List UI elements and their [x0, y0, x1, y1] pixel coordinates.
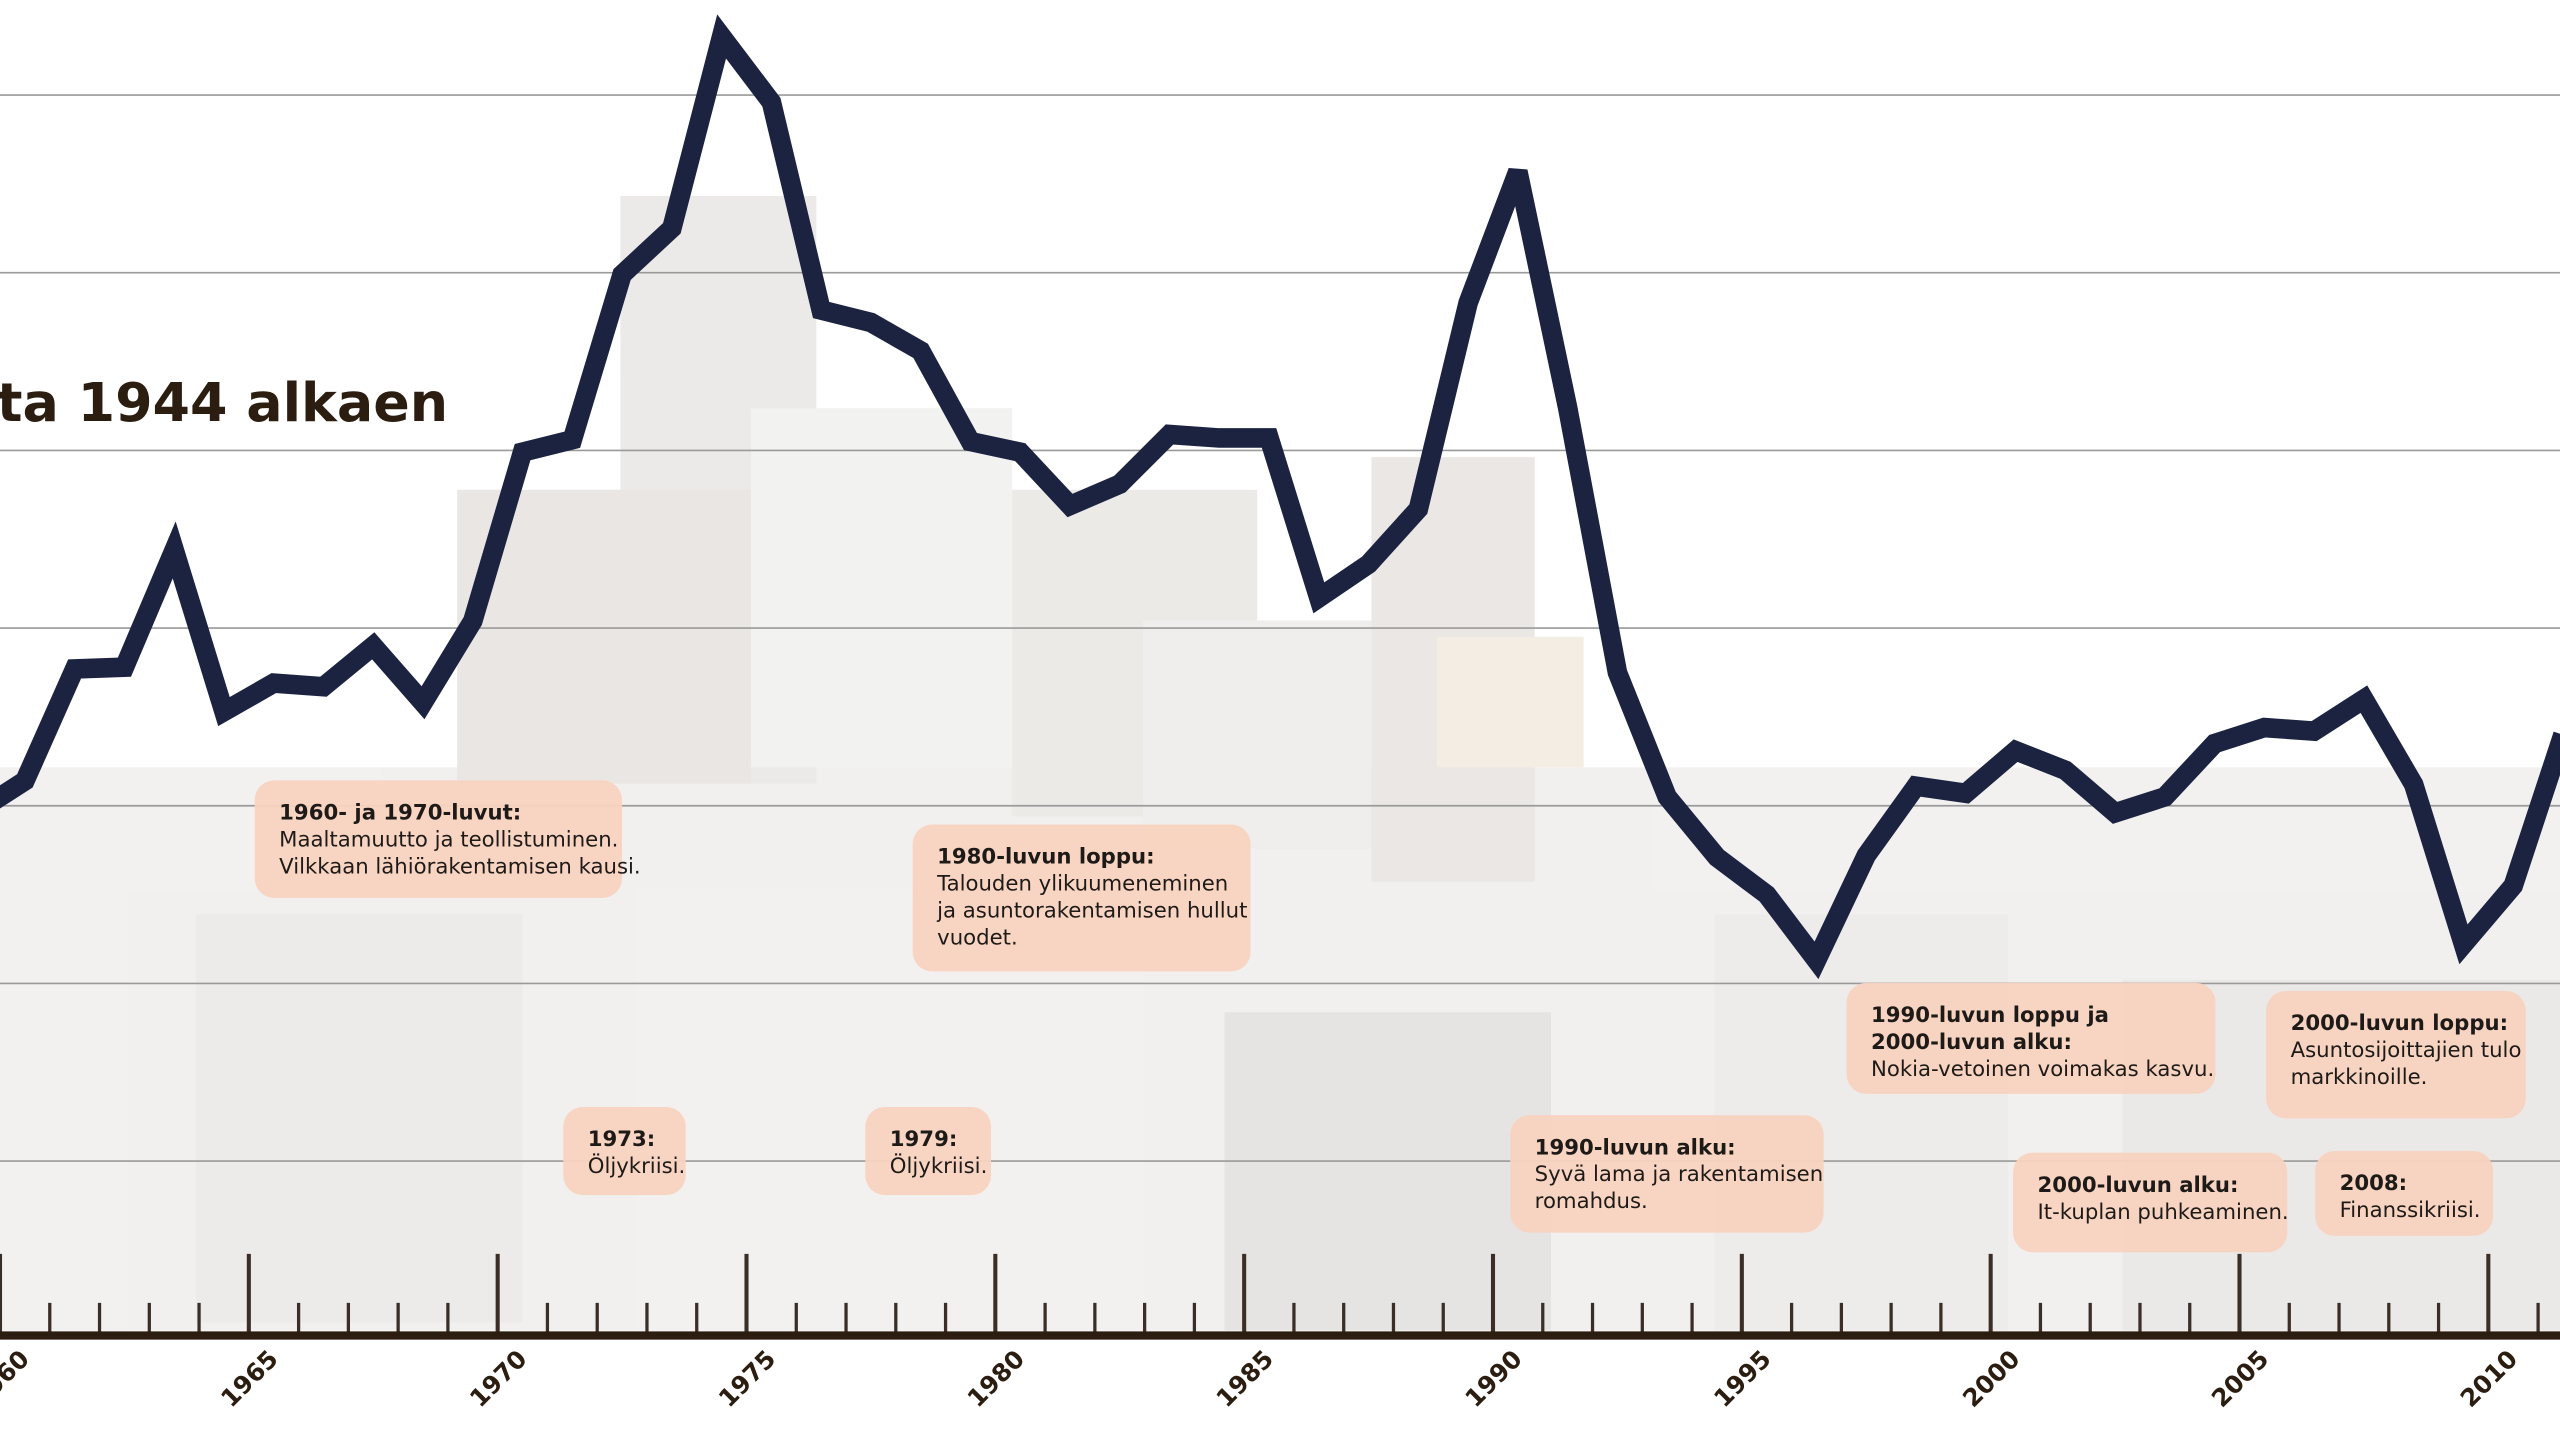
- annotation-box: [2315, 1151, 2494, 1236]
- background-building: [1142, 620, 1372, 849]
- annotation-box: [563, 1106, 686, 1196]
- annotation-box: [912, 824, 1251, 972]
- x-tick-label: 1995: [1708, 1344, 1777, 1413]
- annotation-box: [2266, 991, 2526, 1119]
- annotation: 1980-luvun loppu:Talouden ylikuumenemine…: [912, 824, 1251, 972]
- background-building: [195, 914, 523, 1323]
- annotation-text: vuodet.: [937, 925, 1018, 950]
- background-building: [1224, 1012, 1552, 1331]
- x-tick-label: 1975: [713, 1344, 782, 1413]
- annotation-box: [2013, 1152, 2288, 1253]
- background-building: [1436, 636, 1584, 768]
- annotation-text: Asuntosijoittajien tulo: [2291, 1038, 2522, 1063]
- annotation-title: 2000-luvun alku:: [2038, 1173, 2239, 1198]
- annotation: 2000-luvun alku:It-kuplan puhkeaminen.: [2013, 1152, 2289, 1253]
- x-tick-label: 1985: [1210, 1344, 1279, 1413]
- annotation-box: [1846, 982, 2216, 1094]
- annotation-title: 1980-luvun loppu:: [937, 845, 1154, 870]
- annotations: 1960- ja 1970-luvut:Maaltamuutto ja teol…: [254, 780, 2526, 1253]
- annotation-text: Nokia-vetoinen voimakas kasvu.: [1871, 1057, 2214, 1082]
- annotation-text: ja asuntorakentamisen hullut: [936, 899, 1247, 924]
- annotation: 1990-luvun alku:Syvä lama ja rakentamise…: [1510, 1115, 1824, 1233]
- x-tick-label: 1980: [962, 1344, 1031, 1413]
- x-tick-label: 1960: [0, 1344, 35, 1413]
- annotation-title: 2008:: [2340, 1171, 2408, 1196]
- annotation-text: Maaltamuutto ja teollistuminen.: [279, 828, 618, 853]
- data-line: [0, 14, 2560, 980]
- annotation: 1973:Öljykriisi.: [563, 1106, 686, 1196]
- annotation-text: Öljykriisi.: [890, 1153, 988, 1179]
- annotation-text: Vilkkaan lähiörakentamisen kausi.: [279, 854, 640, 879]
- x-tick-label: 2005: [2206, 1344, 2275, 1413]
- annotation-text: It-kuplan puhkeaminen.: [2038, 1200, 2289, 1225]
- x-tick-label: 2010: [2455, 1344, 2524, 1413]
- chart-title: ta 1944 alkaen: [0, 371, 448, 434]
- x-tick-label: 1990: [1459, 1344, 1528, 1413]
- background-building: [751, 408, 1013, 768]
- annotation-title: 1990-luvun loppu ja: [1871, 1003, 2109, 1028]
- x-tick-label: 1970: [464, 1344, 533, 1413]
- x-tick-label: 2000: [1957, 1344, 2026, 1413]
- annotation: 2008:Finanssikriisi.: [2315, 1151, 2494, 1236]
- x-tick-label: 1965: [215, 1344, 284, 1413]
- annotation-text: romahdus.: [1535, 1189, 1648, 1214]
- annotation-box: [254, 780, 623, 898]
- annotation-box: [1510, 1115, 1824, 1233]
- annotation: 1960- ja 1970-luvut:Maaltamuutto ja teol…: [254, 780, 641, 898]
- annotation-text: markkinoille.: [2291, 1065, 2428, 1090]
- plot: [0, 14, 2560, 980]
- annotation: 2000-luvun loppu:Asuntosijoittajien tulo…: [2266, 991, 2526, 1119]
- annotation-text: Talouden ylikuumeneminen: [936, 872, 1228, 897]
- annotation-title: 1973:: [588, 1127, 656, 1152]
- annotation-title: 1979:: [890, 1127, 958, 1152]
- annotation: 1979:Öljykriisi.: [865, 1106, 992, 1196]
- annotation-text: Syvä lama ja rakentamisen: [1535, 1162, 1824, 1187]
- annotation-text: Öljykriisi.: [588, 1153, 686, 1179]
- annotation-title: 2000-luvun alku:: [1871, 1030, 2072, 1055]
- annotation-title: 2000-luvun loppu:: [2291, 1011, 2509, 1036]
- annotation-box: [865, 1106, 992, 1196]
- annotation-text: Finanssikriisi.: [2340, 1198, 2481, 1223]
- annotation-title: 1990-luvun alku:: [1535, 1135, 1736, 1160]
- annotation-title: 1960- ja 1970-luvut:: [279, 801, 521, 826]
